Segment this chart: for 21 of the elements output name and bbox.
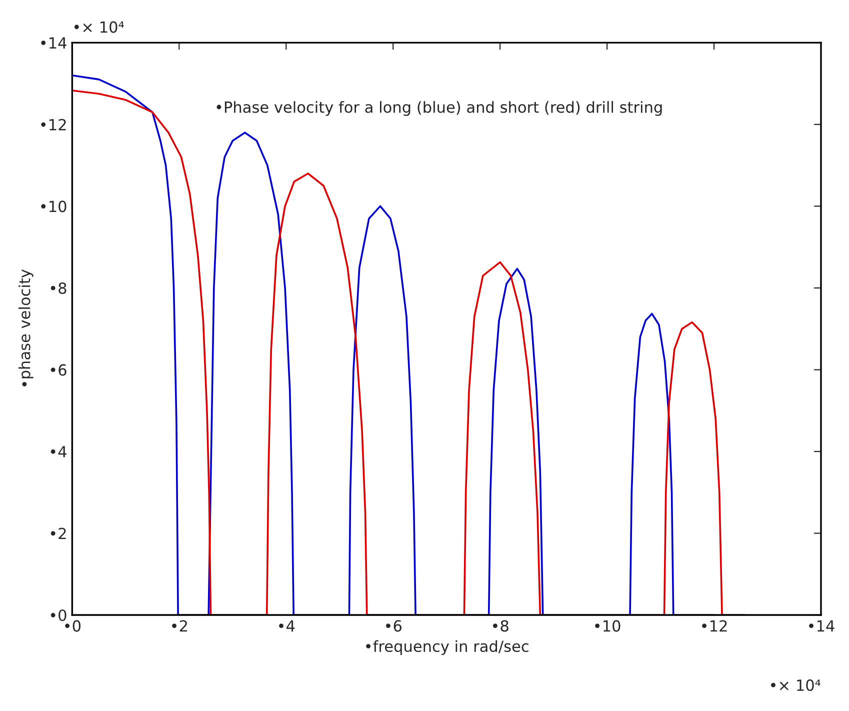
text: •× 10⁴ [771, 679, 820, 691]
y-tick-label: •12 [41, 118, 66, 130]
y-tick-label: •2 [50, 528, 66, 540]
x-tick-label: •4 [279, 620, 295, 632]
x-tick-label: •2 [172, 620, 187, 632]
x-tick-label: •10 [595, 620, 620, 632]
x-axis-title: •frequency in rad/sec [366, 640, 528, 656]
annotation: •Phase velocity for a long (blue) and short (red) drill string [216, 101, 662, 116]
y-tick-label: •4 [50, 446, 66, 458]
y-tick-label: •0 [50, 609, 66, 622]
x-tick-label: •12 [702, 620, 727, 632]
y-axis-title: •phase velocity [18, 269, 34, 386]
y-tick-label: •10 [41, 200, 66, 212]
x-tick-label: •6 [386, 620, 402, 632]
y-tick-label: •6 [50, 364, 66, 376]
x-tick-label: •14 [809, 620, 834, 632]
y-tick-label: •14 [41, 37, 66, 48]
y-tick-label: •8 [50, 282, 66, 294]
x-tick-label: •8 [492, 620, 508, 632]
x-tick-label: •0 [65, 620, 81, 632]
text: •× 10⁴ [74, 21, 124, 33]
